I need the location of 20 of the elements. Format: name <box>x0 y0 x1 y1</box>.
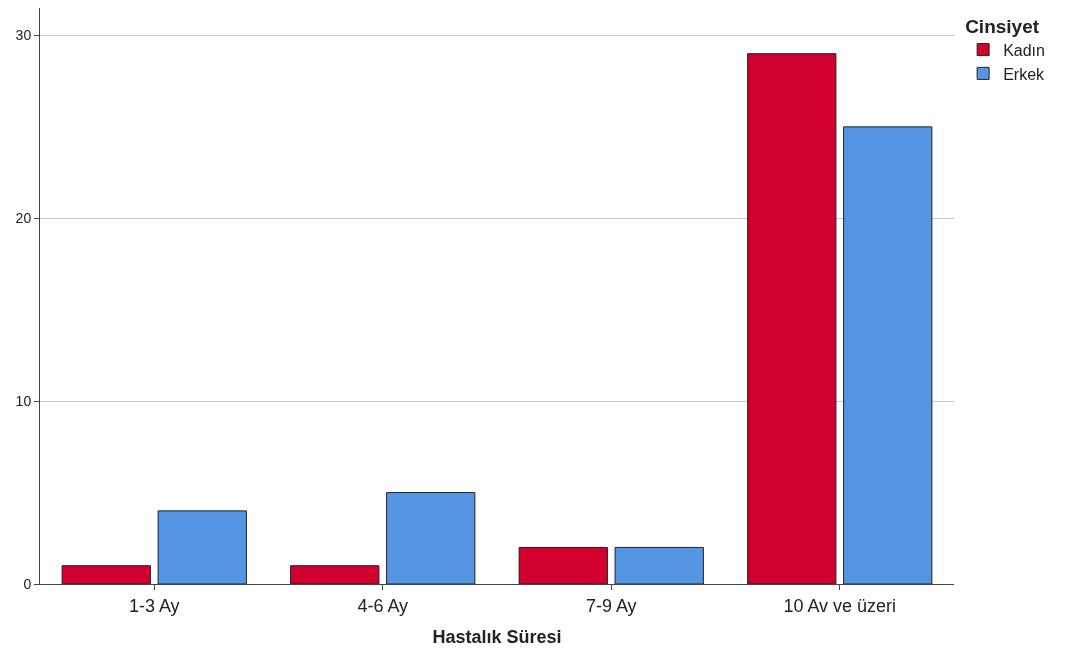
bar <box>61 565 151 584</box>
legend-label: Kadın <box>1003 41 1045 59</box>
y-tick-label: 20 <box>15 210 32 227</box>
y-tick-label: 30 <box>15 27 32 44</box>
legend-title: Cinsiyet <box>965 15 1040 37</box>
y-tick-label: 0 <box>23 575 32 592</box>
legend-label: Erkek <box>1003 65 1046 83</box>
y-tick-label: 10 <box>15 393 32 410</box>
x-tick-label: 7-9 Ay <box>585 595 637 616</box>
x-axis-title: Hastalık Süresi <box>432 626 562 647</box>
bar <box>747 53 837 584</box>
bar <box>518 546 608 584</box>
bar <box>386 492 476 584</box>
x-tick-label: 1-3 Ay <box>128 595 180 616</box>
bar <box>290 565 380 584</box>
x-tick-label: 10 Av ve üzeri <box>783 595 897 616</box>
bar <box>843 126 933 584</box>
bar <box>614 546 704 584</box>
bar <box>157 510 247 584</box>
x-tick-label: 4-6 Ay <box>357 595 409 616</box>
